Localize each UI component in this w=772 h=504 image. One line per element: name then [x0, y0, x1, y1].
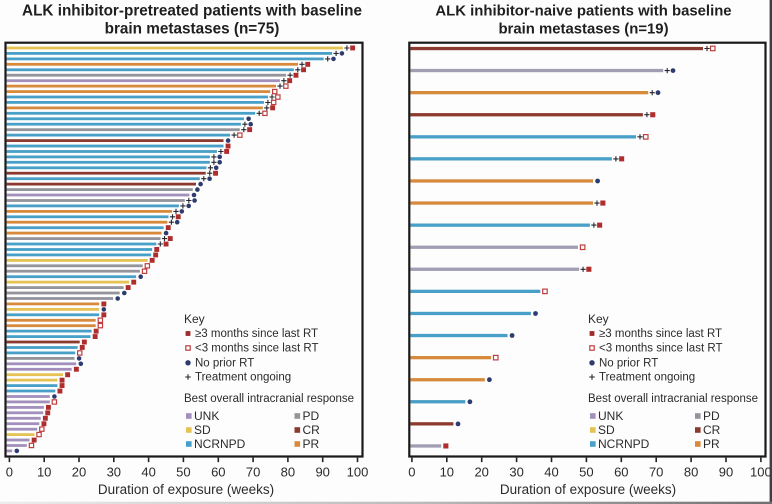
svg-text:NCRNPD: NCRNPD [194, 437, 246, 451]
svg-text:brain metastases (n=75): brain metastases (n=75) [105, 21, 280, 38]
svg-text:80: 80 [281, 465, 295, 480]
svg-text:60: 60 [614, 465, 628, 480]
svg-text:UNK: UNK [598, 409, 623, 423]
svg-text:80: 80 [684, 465, 698, 480]
svg-text:Key: Key [184, 312, 205, 326]
svg-text:70: 70 [649, 465, 663, 480]
svg-text:90: 90 [315, 465, 329, 480]
svg-text:100: 100 [347, 465, 369, 480]
svg-text:ALK inhibitor-naive patients w: ALK inhibitor-naive patients with baseli… [435, 4, 731, 20]
svg-text:CR: CR [703, 423, 721, 437]
svg-text:100: 100 [750, 465, 772, 480]
svg-text:NCRNPD: NCRNPD [598, 437, 650, 451]
svg-text:50: 50 [579, 465, 593, 480]
svg-text:No prior RT: No prior RT [599, 358, 658, 370]
svg-text:20: 20 [72, 465, 86, 480]
svg-text:ALK inhibitor-pretreated patie: ALK inhibitor-pretreated patients with b… [22, 3, 362, 20]
svg-text:0: 0 [6, 465, 13, 480]
svg-text:Duration of exposure (weeks): Duration of exposure (weeks) [98, 482, 274, 497]
svg-text:10: 10 [37, 465, 51, 480]
svg-text:20: 20 [474, 465, 488, 480]
svg-text:PR: PR [703, 437, 720, 451]
svg-text:PD: PD [703, 409, 720, 423]
svg-text:CR: CR [303, 423, 321, 437]
svg-text:PR: PR [303, 437, 320, 451]
svg-text:Best overall intracranial resp: Best overall intracranial response [588, 393, 758, 405]
svg-text:40: 40 [141, 465, 155, 480]
svg-text:70: 70 [246, 465, 260, 480]
svg-text:<3 months since last RT: <3 months since last RT [599, 343, 722, 355]
svg-text:No prior RT: No prior RT [195, 358, 254, 370]
svg-text:0: 0 [408, 465, 415, 480]
svg-text:Best overall intracranial resp: Best overall intracranial response [184, 393, 354, 405]
svg-text:UNK: UNK [194, 409, 219, 423]
svg-text:≥3 months since last RT: ≥3 months since last RT [599, 328, 722, 340]
svg-text:50: 50 [176, 465, 190, 480]
svg-text:Treatment ongoing: Treatment ongoing [195, 372, 291, 384]
svg-text:30: 30 [509, 465, 523, 480]
svg-text:Treatment ongoing: Treatment ongoing [599, 372, 695, 384]
svg-text:90: 90 [719, 465, 733, 480]
svg-text:Key: Key [588, 312, 609, 326]
svg-text:Duration of exposure (weeks): Duration of exposure (weeks) [500, 482, 676, 497]
svg-text:30: 30 [107, 465, 121, 480]
svg-text:<3 months since last RT: <3 months since last RT [195, 343, 318, 355]
svg-text:SD: SD [194, 423, 211, 437]
svg-text:brain metastases (n=19): brain metastases (n=19) [498, 22, 668, 38]
svg-text:10: 10 [440, 465, 454, 480]
svg-text:40: 40 [544, 465, 558, 480]
svg-text:60: 60 [211, 465, 225, 480]
svg-text:PD: PD [303, 409, 320, 423]
svg-text:≥3 months since last RT: ≥3 months since last RT [195, 328, 318, 340]
svg-text:SD: SD [598, 423, 615, 437]
